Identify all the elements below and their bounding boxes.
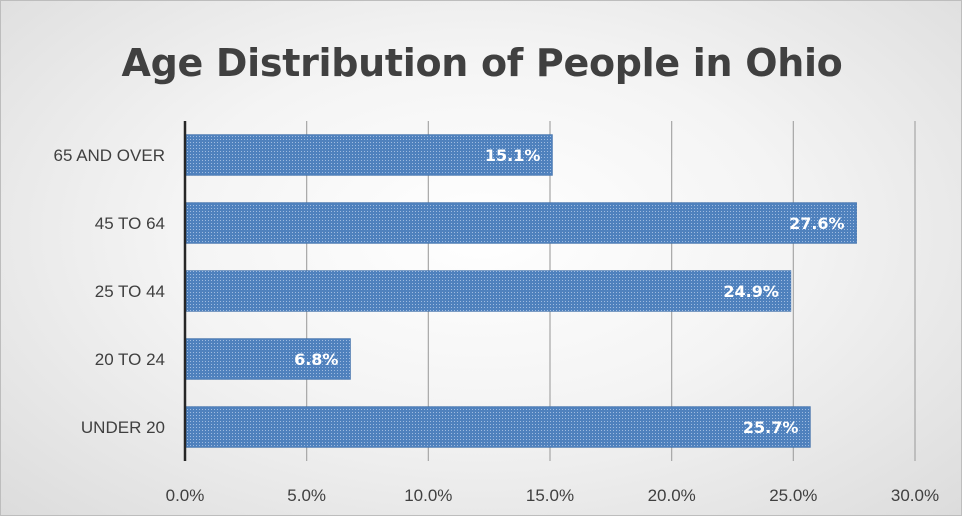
category-label: 25 TO 44 — [95, 282, 165, 301]
x-tick-label: 0.0% — [166, 486, 205, 505]
bar — [184, 134, 553, 176]
bar — [184, 202, 857, 244]
category-label: 65 AND OVER — [54, 146, 166, 165]
x-tick-label: 10.0% — [404, 486, 452, 505]
labels: 0.0% 5.0% 10.0% 15.0% 20.0% 25.0% 30.0% 25.7% UN… — [54, 146, 940, 505]
x-tick-label: 15.0% — [526, 486, 574, 505]
data-label: 6.8% — [294, 350, 338, 369]
chart-title: Age Distribution of People in Ohio — [121, 41, 843, 85]
category-label: 45 TO 64 — [95, 214, 165, 233]
bar — [184, 406, 811, 448]
category-label: 20 TO 24 — [95, 350, 165, 369]
data-label: 25.7% — [743, 418, 799, 437]
x-tick-label: 25.0% — [769, 486, 817, 505]
bars — [184, 134, 857, 448]
data-label: 24.9% — [723, 282, 779, 301]
bar — [184, 338, 351, 380]
x-tick-label: 20.0% — [648, 486, 696, 505]
x-tick-label: 5.0% — [287, 486, 326, 505]
data-label: 27.6% — [789, 214, 845, 233]
x-tick-label: 30.0% — [891, 486, 939, 505]
bar — [184, 270, 792, 312]
data-label: 15.1% — [485, 146, 541, 165]
category-label: UNDER 20 — [81, 418, 165, 437]
